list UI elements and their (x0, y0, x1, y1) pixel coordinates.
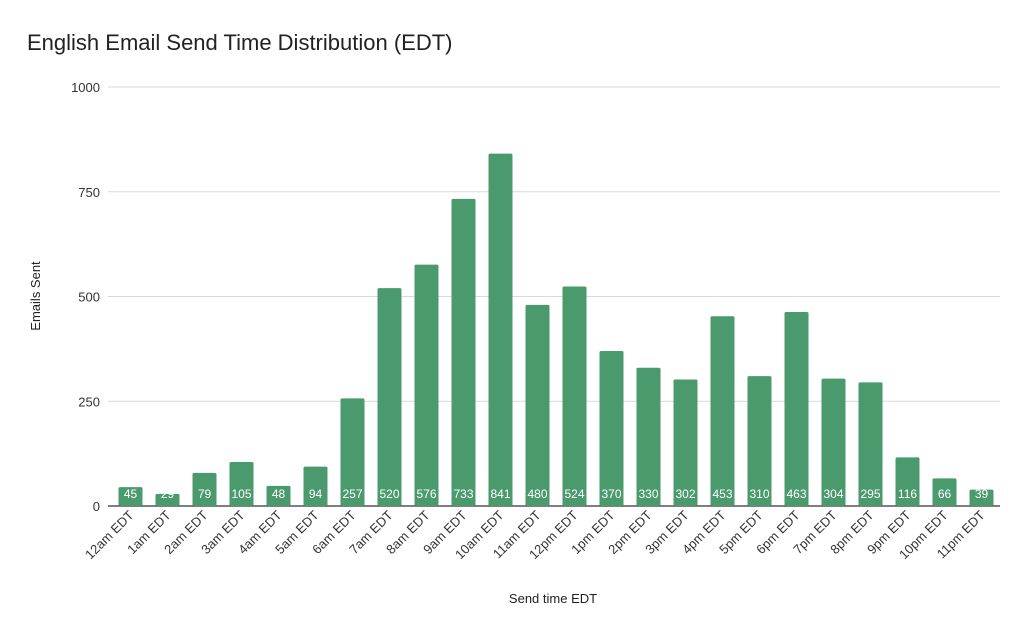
bar-value-label: 370 (601, 487, 621, 501)
gridlines (108, 86, 1000, 507)
bar (895, 457, 920, 506)
chart-title: English Email Send Time Distribution (ED… (27, 30, 453, 55)
bar-value-label: 66 (938, 487, 952, 501)
bar (562, 286, 587, 506)
x-axis-title: Send time EDT (509, 591, 597, 606)
x-tick-label: 12am EDT (82, 507, 137, 562)
bar (599, 350, 624, 506)
bar-value-label: 520 (379, 487, 399, 501)
bar-value-label: 310 (749, 487, 769, 501)
bar (303, 466, 328, 506)
y-axis-ticks: 0 250 500 750 1000 (71, 80, 100, 514)
bar-value-label: 453 (712, 487, 732, 501)
bar (525, 304, 550, 506)
y-tick-label: 500 (78, 290, 100, 305)
bar (969, 489, 994, 506)
bar (266, 485, 291, 506)
bar-value-label: 463 (786, 487, 806, 501)
bar (747, 376, 772, 506)
bar (340, 398, 365, 506)
bar-value-label: 116 (898, 487, 917, 501)
bar (451, 198, 476, 507)
bar (821, 378, 846, 506)
bar-value-label: 841 (490, 487, 510, 501)
bar (118, 487, 143, 506)
bar (377, 288, 402, 506)
bar-value-label: 304 (823, 487, 843, 501)
bar (192, 472, 217, 506)
bar-value-label: 94 (309, 487, 323, 501)
y-tick-label: 750 (78, 185, 100, 200)
bar-value-label: 105 (231, 487, 251, 501)
bar-value-label: 576 (416, 487, 436, 501)
bar (784, 312, 809, 506)
bar-value-label: 302 (675, 487, 695, 501)
bar-value-label: 79 (198, 487, 212, 501)
y-tick-label: 1000 (71, 80, 100, 95)
bar-value-label: 29 (161, 487, 175, 501)
bar (414, 264, 439, 506)
bar-value-label: 524 (564, 487, 584, 501)
bar (636, 367, 661, 506)
bar-value-label: 45 (124, 487, 138, 501)
bar (488, 153, 513, 506)
bar-value-label: 733 (453, 487, 473, 501)
bar (710, 316, 735, 506)
y-tick-label: 250 (78, 394, 100, 409)
bar (155, 493, 180, 506)
y-axis-title: Emails Sent (28, 261, 43, 331)
bar (673, 379, 698, 506)
bars (118, 153, 994, 507)
bar (858, 382, 883, 506)
bar-value-label: 39 (975, 487, 989, 501)
y-tick-label: 0 (93, 499, 100, 514)
bar-value-label: 48 (272, 487, 286, 501)
data-labels: 45 29 79 105 48 94 257 520 576 733 841 480 524 370 330… (124, 487, 989, 501)
bar (229, 462, 254, 506)
bar-value-label: 257 (342, 487, 362, 501)
bar-value-label: 330 (638, 487, 658, 501)
bar-value-label: 295 (860, 487, 880, 501)
bar-value-label: 480 (527, 487, 547, 501)
bar (932, 478, 957, 506)
